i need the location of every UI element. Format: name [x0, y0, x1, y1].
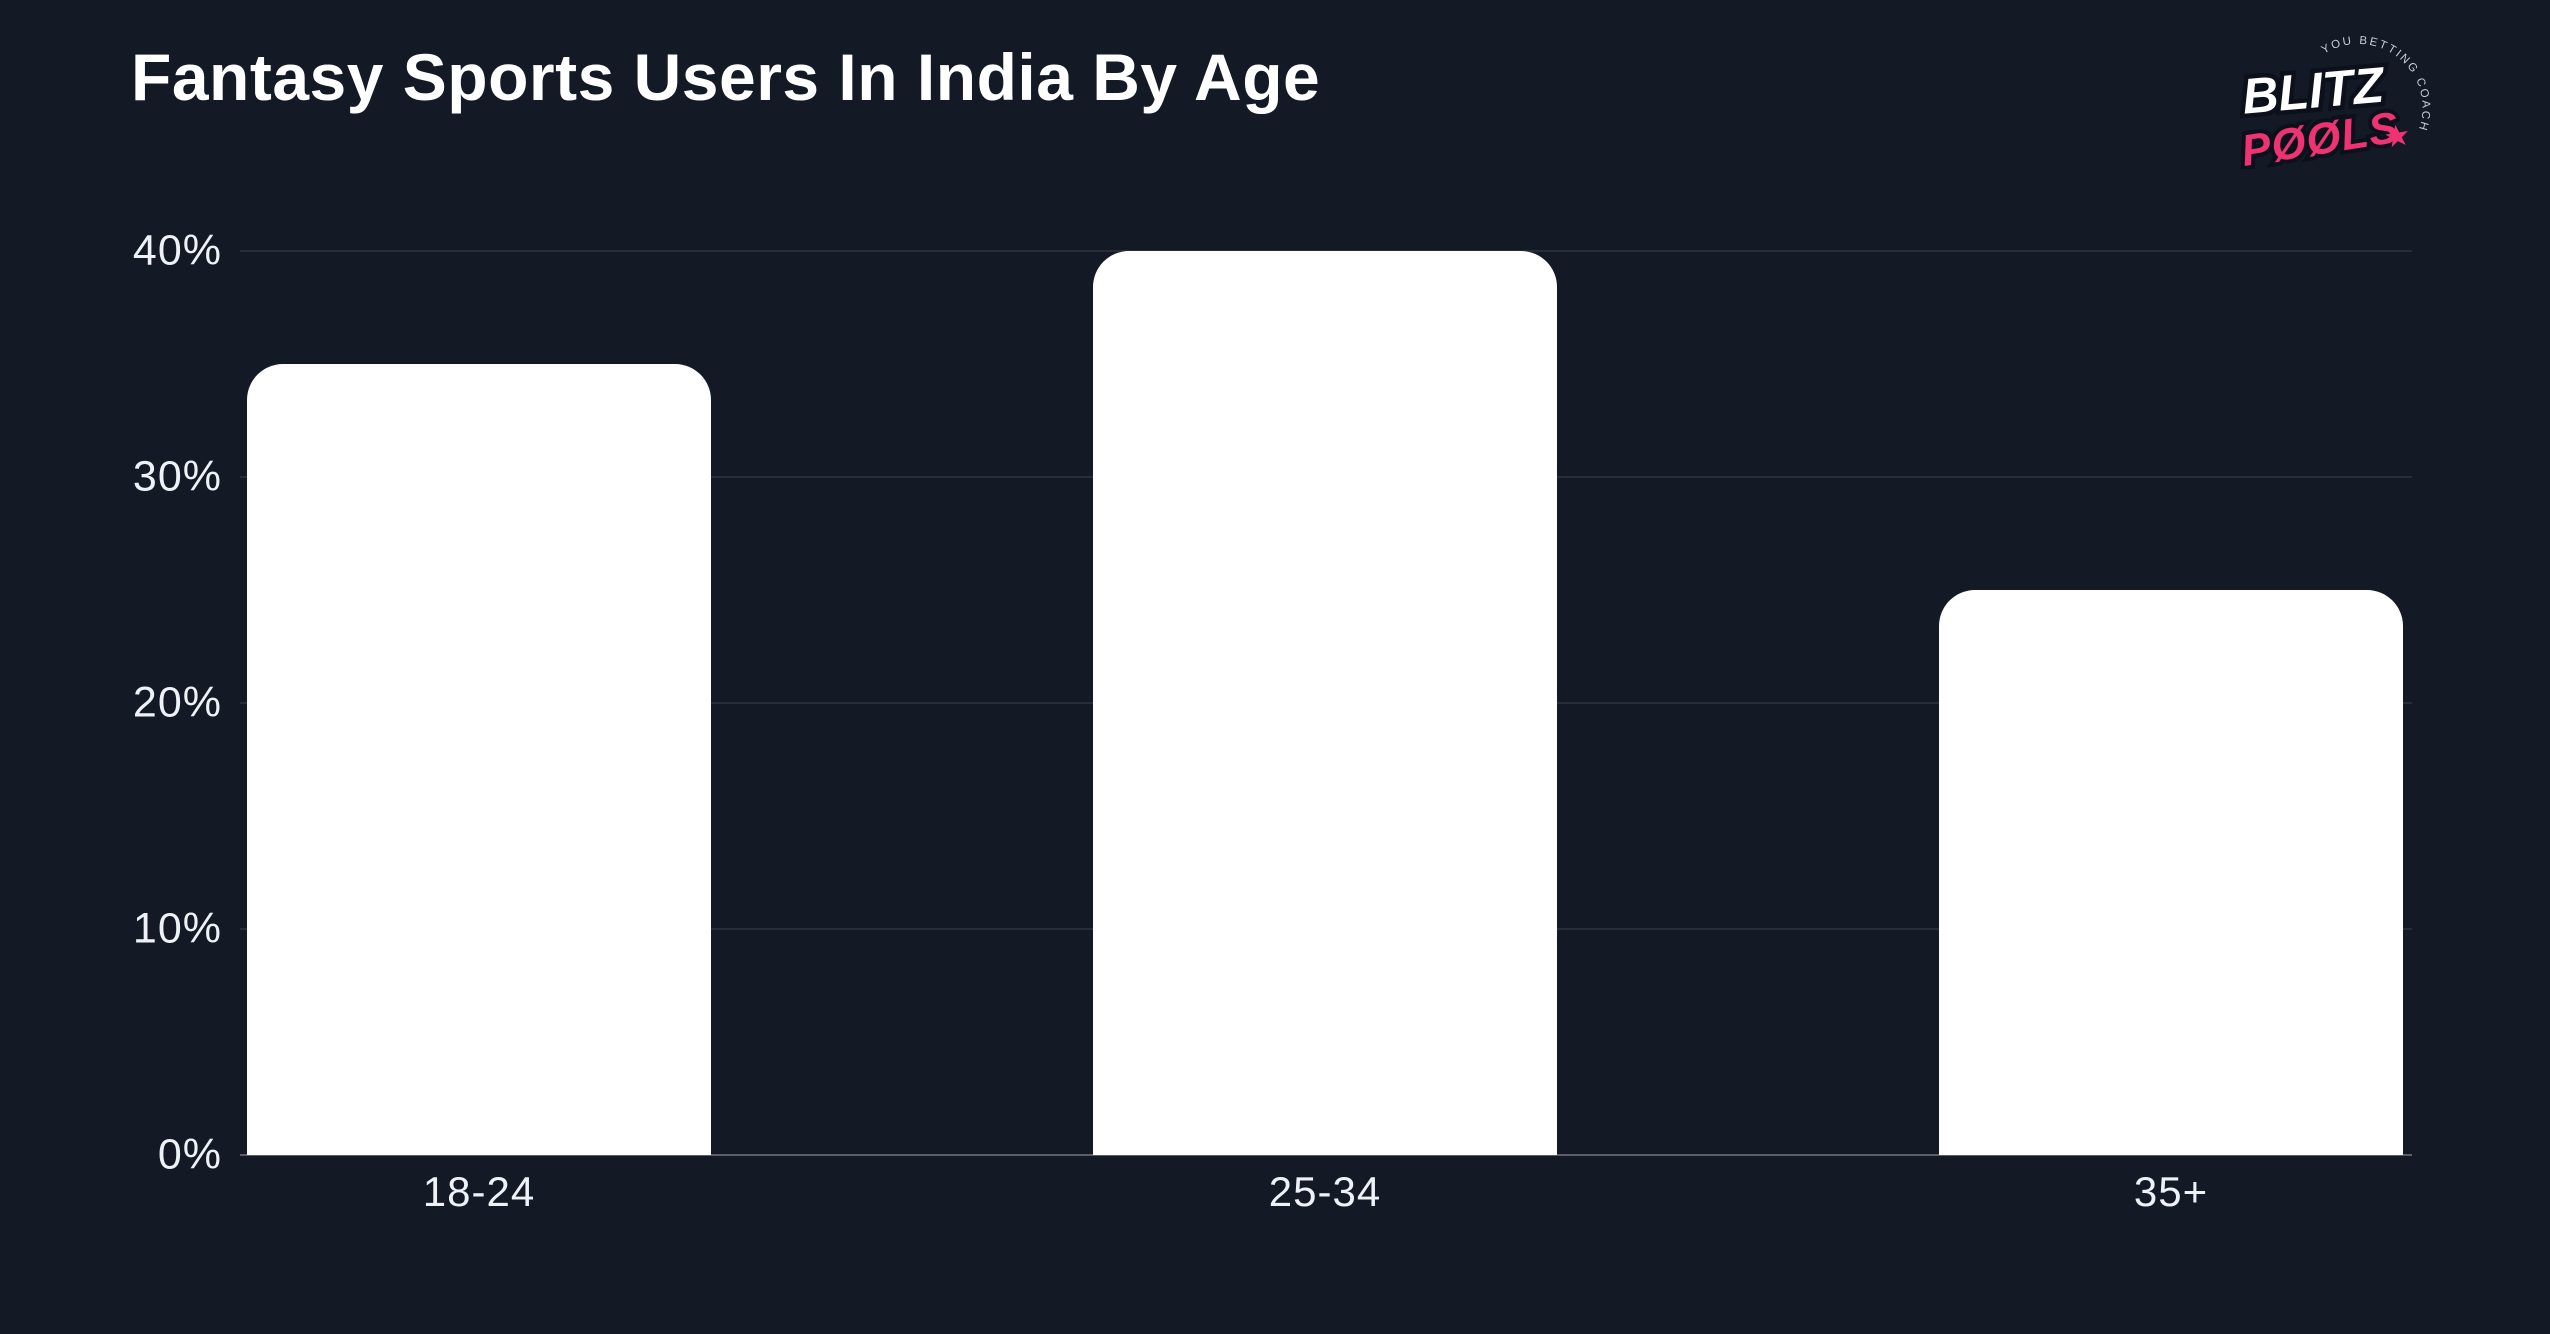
x-axis-tick-label-18-24: 18-24: [422, 1168, 536, 1215]
y-axis-tick-label-10: 10%: [132, 904, 222, 953]
x-axis-tick-label-35+: 35+: [2133, 1168, 2209, 1215]
x-axis-line: [240, 1154, 2412, 1156]
x-axis-tick-label-25-34: 25-34: [1268, 1168, 1382, 1215]
bar-35+: [1939, 590, 2403, 1155]
y-axis-tick-label-0: 0%: [157, 1130, 222, 1179]
bar-25-34: [1093, 251, 1557, 1155]
y-axis-tick-label-20: 20%: [132, 678, 222, 727]
y-axis-tick-label-30: 30%: [132, 452, 222, 501]
y-axis-tick-label-40: 40%: [132, 226, 222, 275]
bar-18-24: [247, 364, 711, 1155]
logo-star-icon: ★: [2381, 118, 2413, 155]
brand-logo: YOU BETTING COACH BLITZ PØØLS ★: [2234, 35, 2430, 169]
chart-title: Fantasy Sports Users In India By Age: [131, 40, 1321, 114]
